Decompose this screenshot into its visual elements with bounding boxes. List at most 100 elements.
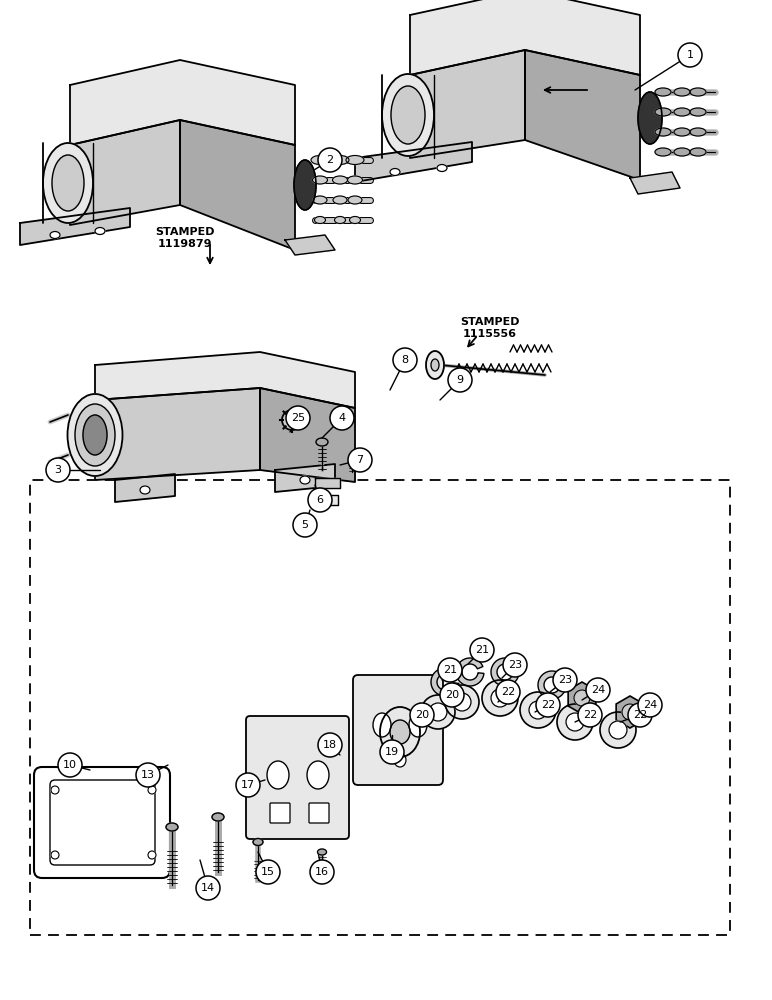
Ellipse shape (690, 148, 706, 156)
Ellipse shape (67, 394, 123, 476)
Ellipse shape (316, 438, 328, 446)
Ellipse shape (52, 155, 84, 211)
Ellipse shape (390, 168, 400, 176)
Circle shape (622, 704, 638, 720)
Text: 19: 19 (385, 747, 399, 757)
Circle shape (438, 658, 462, 682)
Circle shape (628, 703, 652, 727)
Text: 10: 10 (63, 760, 77, 770)
Circle shape (638, 693, 662, 717)
Ellipse shape (638, 92, 662, 144)
Ellipse shape (380, 707, 420, 757)
Ellipse shape (382, 74, 434, 156)
Circle shape (429, 703, 447, 721)
Circle shape (330, 406, 354, 430)
Circle shape (318, 733, 342, 757)
Ellipse shape (409, 713, 427, 737)
Polygon shape (568, 682, 596, 714)
Polygon shape (355, 142, 472, 182)
Polygon shape (491, 658, 519, 686)
Circle shape (410, 703, 434, 727)
Circle shape (440, 683, 464, 707)
Text: STAMPED
1115556: STAMPED 1115556 (460, 317, 520, 339)
Circle shape (196, 876, 220, 900)
Circle shape (148, 851, 156, 859)
Ellipse shape (83, 415, 107, 455)
Circle shape (600, 712, 636, 748)
Circle shape (609, 721, 627, 739)
Text: 18: 18 (323, 740, 337, 750)
Text: 6: 6 (317, 495, 323, 505)
FancyBboxPatch shape (309, 803, 329, 823)
Ellipse shape (674, 108, 690, 116)
Circle shape (678, 43, 702, 67)
Text: 8: 8 (401, 355, 408, 365)
Polygon shape (95, 388, 260, 480)
Ellipse shape (655, 128, 671, 136)
Polygon shape (315, 478, 340, 488)
Text: 1: 1 (686, 50, 693, 60)
Polygon shape (115, 474, 175, 502)
Polygon shape (70, 120, 180, 225)
Ellipse shape (166, 823, 178, 831)
Polygon shape (630, 172, 680, 194)
Circle shape (482, 680, 518, 716)
Ellipse shape (333, 196, 347, 204)
FancyBboxPatch shape (246, 716, 349, 839)
Polygon shape (260, 388, 355, 482)
Polygon shape (70, 60, 295, 145)
FancyBboxPatch shape (353, 675, 443, 785)
Circle shape (557, 704, 593, 740)
Text: 17: 17 (241, 780, 255, 790)
Text: 2: 2 (327, 155, 334, 165)
Text: 3: 3 (55, 465, 62, 475)
Circle shape (256, 860, 280, 884)
Ellipse shape (331, 155, 349, 164)
Circle shape (453, 693, 471, 711)
Circle shape (393, 348, 417, 372)
Circle shape (553, 668, 577, 692)
Ellipse shape (690, 108, 706, 116)
Polygon shape (285, 235, 335, 255)
Circle shape (578, 703, 602, 727)
Ellipse shape (655, 148, 671, 156)
Polygon shape (310, 495, 338, 505)
Circle shape (448, 368, 472, 392)
Circle shape (380, 740, 404, 764)
Circle shape (58, 753, 82, 777)
Ellipse shape (43, 143, 93, 223)
Text: 16: 16 (315, 867, 329, 877)
Circle shape (288, 416, 296, 424)
Circle shape (293, 513, 317, 537)
Ellipse shape (426, 351, 444, 379)
Circle shape (529, 701, 547, 719)
Circle shape (236, 773, 260, 797)
Ellipse shape (307, 761, 329, 789)
Text: 22: 22 (583, 710, 597, 720)
Polygon shape (20, 208, 130, 245)
Text: 7: 7 (357, 455, 364, 465)
Circle shape (318, 148, 342, 172)
Ellipse shape (431, 359, 439, 371)
Ellipse shape (314, 217, 326, 224)
Circle shape (46, 458, 70, 482)
Ellipse shape (674, 128, 690, 136)
Circle shape (148, 786, 156, 794)
Text: STAMPED
1119879: STAMPED 1119879 (155, 227, 215, 249)
Circle shape (348, 448, 372, 472)
Text: 24: 24 (591, 685, 605, 695)
Circle shape (51, 786, 59, 794)
Circle shape (310, 860, 334, 884)
Ellipse shape (300, 476, 310, 484)
Text: 21: 21 (443, 665, 457, 675)
Circle shape (496, 680, 520, 704)
Ellipse shape (655, 108, 671, 116)
Circle shape (51, 851, 59, 859)
Ellipse shape (390, 720, 410, 744)
Text: 24: 24 (643, 700, 657, 710)
Circle shape (445, 685, 479, 719)
Text: 22: 22 (501, 687, 515, 697)
Text: 15: 15 (261, 867, 275, 877)
Text: 21: 21 (475, 645, 489, 655)
Ellipse shape (674, 88, 690, 96)
